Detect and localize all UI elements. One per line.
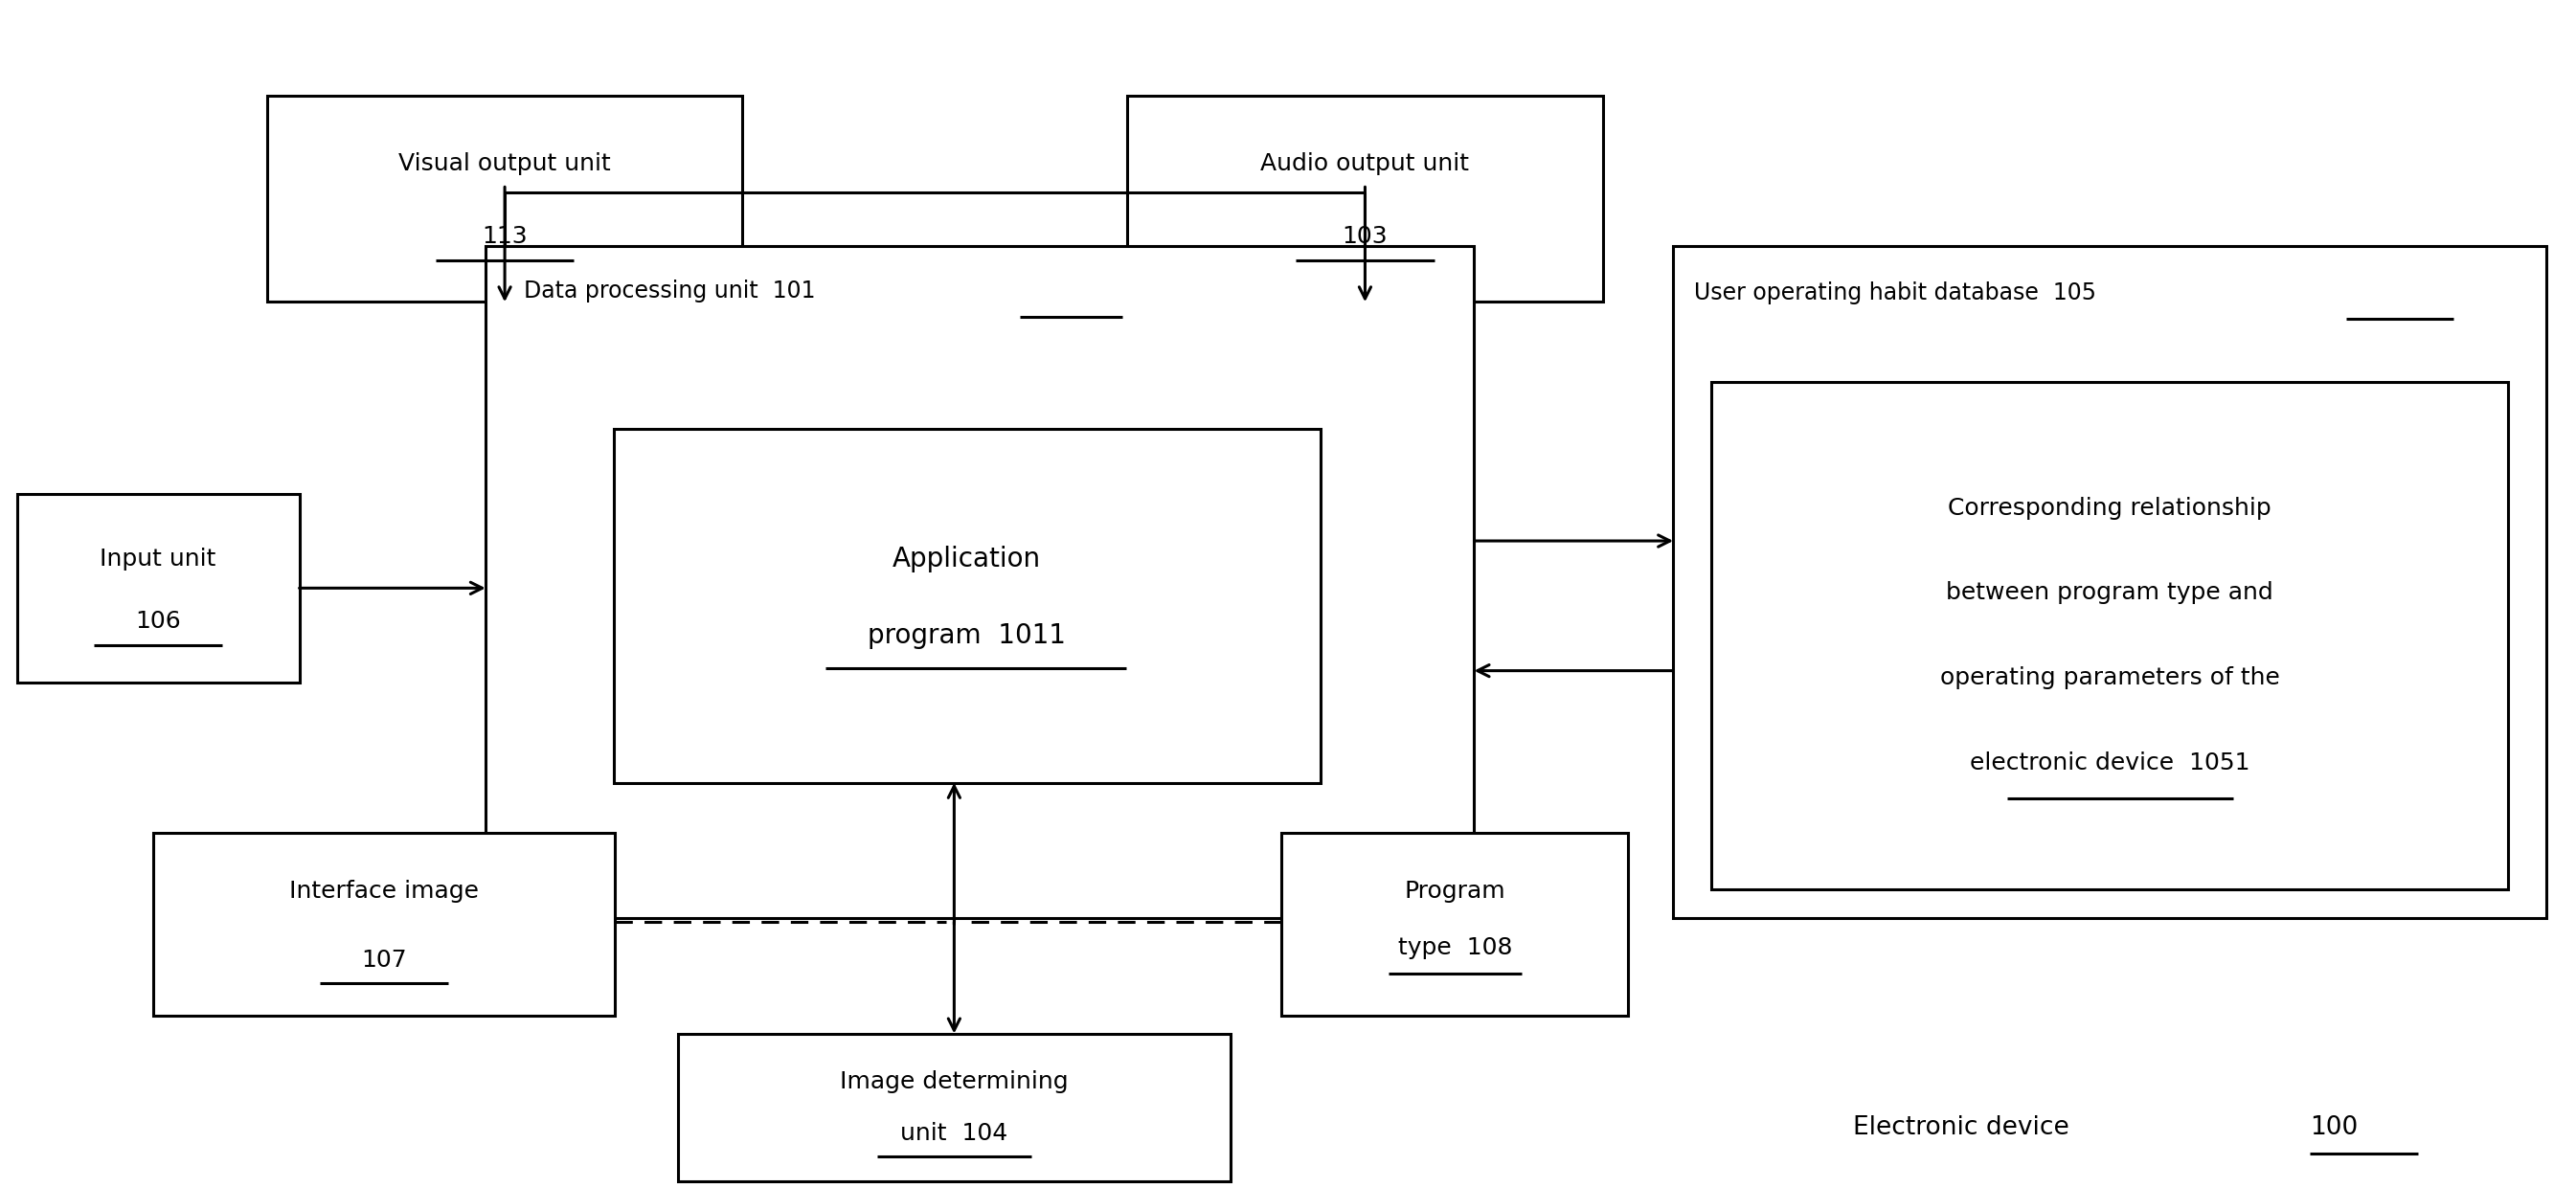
Bar — [268, 95, 742, 302]
Text: Input unit: Input unit — [100, 548, 216, 570]
Text: Visual output unit: Visual output unit — [399, 152, 611, 175]
Text: Corresponding relationship: Corresponding relationship — [1947, 497, 2272, 519]
Text: User operating habit database  105: User operating habit database 105 — [1695, 282, 2097, 304]
Text: electronic device  1051: electronic device 1051 — [1971, 751, 2249, 775]
Bar — [677, 1034, 1231, 1181]
Text: 106: 106 — [134, 609, 180, 633]
Text: 100: 100 — [2311, 1114, 2357, 1139]
Text: Audio output unit: Audio output unit — [1260, 152, 1468, 175]
Text: 107: 107 — [361, 948, 407, 972]
Bar — [484, 246, 1473, 918]
Text: Electronic device: Electronic device — [1852, 1114, 2084, 1139]
Text: program  1011: program 1011 — [868, 621, 1066, 649]
Bar — [1128, 95, 1602, 302]
Bar — [18, 494, 299, 682]
Text: Interface image: Interface image — [289, 880, 479, 903]
Text: Program: Program — [1404, 880, 1504, 903]
Text: 113: 113 — [482, 225, 528, 248]
Bar — [152, 833, 616, 1016]
Text: Application: Application — [894, 545, 1041, 571]
Text: 103: 103 — [1342, 225, 1388, 248]
Text: between program type and: between program type and — [1945, 581, 2275, 605]
Text: operating parameters of the: operating parameters of the — [1940, 666, 2280, 689]
Text: type  108: type 108 — [1399, 936, 1512, 960]
Text: unit  104: unit 104 — [902, 1121, 1007, 1145]
Bar — [613, 429, 1319, 783]
Text: Image determining: Image determining — [840, 1070, 1069, 1093]
Text: Data processing unit  101: Data processing unit 101 — [523, 279, 817, 302]
Bar — [1674, 246, 2545, 918]
Bar — [1283, 833, 1628, 1016]
Bar — [1710, 381, 2509, 889]
